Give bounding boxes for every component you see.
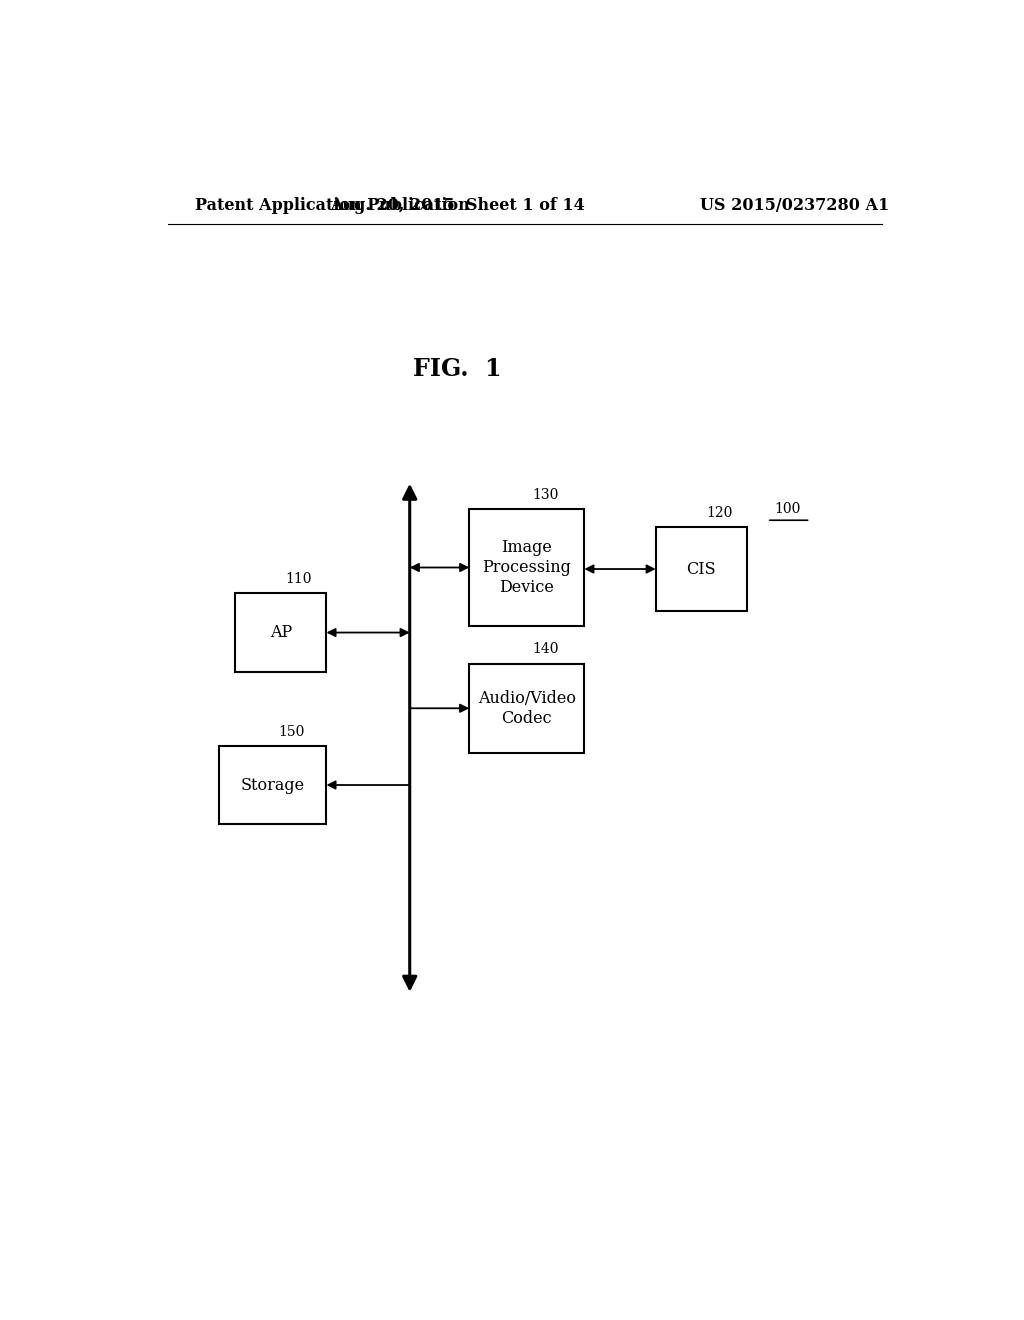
Text: 120: 120 [706, 507, 732, 520]
Text: 110: 110 [286, 573, 312, 586]
Bar [236, 594, 327, 672]
Text: FIG.  1: FIG. 1 [413, 356, 502, 380]
Text: US 2015/0237280 A1: US 2015/0237280 A1 [700, 197, 889, 214]
Text: AP: AP [269, 624, 292, 642]
Bar [469, 510, 585, 626]
Text: Image
Processing
Device: Image Processing Device [482, 540, 571, 595]
Text: 140: 140 [532, 643, 559, 656]
Text: Storage: Storage [241, 776, 305, 793]
Text: 150: 150 [279, 725, 304, 739]
Bar [219, 746, 327, 824]
Bar [469, 664, 585, 752]
Text: Audio/Video
Codec: Audio/Video Codec [478, 690, 575, 726]
Text: Aug. 20, 2015  Sheet 1 of 14: Aug. 20, 2015 Sheet 1 of 14 [330, 197, 585, 214]
Text: 100: 100 [775, 502, 801, 516]
Text: 130: 130 [532, 488, 559, 502]
Bar [655, 528, 748, 611]
Text: CIS: CIS [686, 561, 716, 578]
Text: Patent Application Publication: Patent Application Publication [196, 197, 470, 214]
